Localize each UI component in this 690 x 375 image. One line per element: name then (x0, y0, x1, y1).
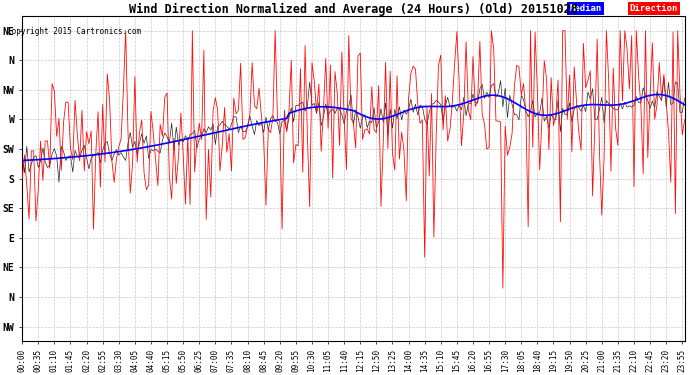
Text: Direction: Direction (629, 4, 678, 13)
Text: Copyright 2015 Cartronics.com: Copyright 2015 Cartronics.com (7, 27, 141, 36)
Text: Median: Median (569, 4, 602, 13)
Title: Wind Direction Normalized and Average (24 Hours) (Old) 20151028: Wind Direction Normalized and Average (2… (129, 3, 578, 16)
